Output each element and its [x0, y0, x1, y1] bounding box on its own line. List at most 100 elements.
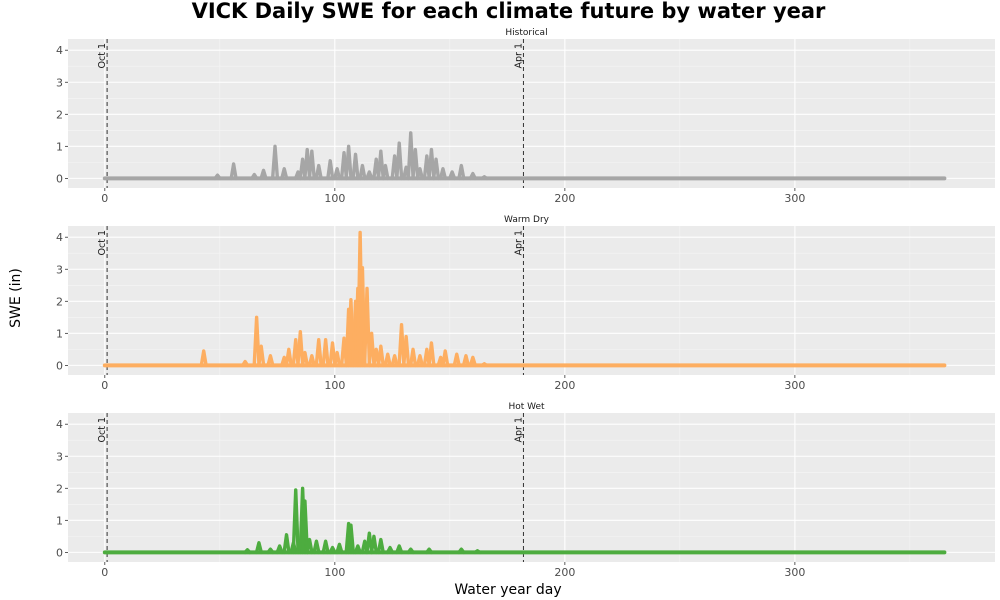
- series-peak: [259, 168, 268, 181]
- series-peak: [480, 175, 489, 181]
- series-peak: [252, 315, 261, 368]
- x-tick-label: 200: [554, 566, 575, 579]
- series-peak: [314, 163, 323, 181]
- series-peak: [213, 173, 222, 181]
- series-peak: [452, 352, 461, 368]
- series-peak: [243, 548, 252, 555]
- series-peak: [406, 131, 415, 181]
- panel-hot-wet: Hot Wet 0 1 2 3 4 0 100 200 300 Oct 1 Apr 1: [56, 402, 995, 579]
- panel-historical: Historical 0 1 2 3 4 0 100 200 300 Oct 1 Apr 1: [56, 28, 995, 205]
- series-peak: [266, 547, 275, 555]
- series-peak: [344, 144, 353, 181]
- series-peak: [406, 547, 415, 555]
- reference-line-label: Oct 1: [97, 43, 108, 69]
- series-peak: [468, 355, 477, 368]
- series-peak: [307, 354, 316, 368]
- series-peak: [291, 488, 300, 555]
- series-peak: [457, 163, 466, 181]
- panel-background: [68, 39, 995, 188]
- y-tick-label: 3: [56, 263, 63, 276]
- series-peak: [408, 347, 418, 368]
- series-peak: [358, 163, 367, 181]
- series-peak: [385, 545, 395, 555]
- series-peak: [362, 286, 372, 368]
- x-tick-label: 100: [324, 566, 345, 579]
- series-peak: [266, 354, 275, 368]
- x-tick-label: 100: [324, 379, 345, 392]
- reference-line-label: Apr 1: [513, 230, 524, 256]
- series-peak: [457, 547, 466, 555]
- series-peak: [473, 549, 482, 555]
- series-peak: [369, 534, 379, 555]
- series-peak: [321, 539, 330, 555]
- panel-strip-label: Warm Dry: [504, 215, 550, 225]
- y-tick-label: 2: [56, 108, 63, 121]
- series-peak: [365, 170, 374, 181]
- x-tick-label: 0: [101, 379, 108, 392]
- series-peak: [326, 159, 335, 181]
- y-tick-label: 2: [56, 295, 63, 308]
- series-peak: [415, 167, 425, 181]
- series-peak: [335, 542, 344, 555]
- x-tick-label: 200: [554, 379, 575, 392]
- y-tick-label: 0: [56, 172, 63, 185]
- series-peak: [241, 359, 250, 368]
- y-tick-label: 0: [56, 359, 63, 372]
- x-tick-label: 300: [784, 192, 805, 205]
- y-tick-label: 0: [56, 546, 63, 559]
- series-peak: [468, 171, 477, 181]
- series-peak: [199, 349, 208, 368]
- x-tick-label: 0: [101, 192, 108, 205]
- x-tick-label: 200: [554, 192, 575, 205]
- series-peak: [376, 149, 385, 181]
- series-peak: [390, 354, 399, 368]
- series-peak: [431, 157, 441, 181]
- series-peak: [438, 167, 448, 181]
- series-peak: [333, 350, 342, 368]
- series-peak: [353, 544, 362, 555]
- series-peak: [270, 144, 280, 181]
- series-peak: [395, 141, 404, 181]
- x-tick-label: 300: [784, 379, 805, 392]
- y-tick-label: 4: [56, 231, 63, 244]
- series-peak: [229, 162, 238, 181]
- y-tick-label: 1: [56, 514, 63, 527]
- series-peak: [275, 544, 284, 555]
- series-peak: [411, 147, 420, 181]
- reference-line-label: Oct 1: [97, 417, 108, 443]
- reference-line-label: Oct 1: [97, 230, 108, 256]
- series-peak: [441, 349, 450, 368]
- x-tick-label: 0: [101, 566, 108, 579]
- series-peak: [415, 354, 425, 368]
- y-tick-label: 3: [56, 76, 63, 89]
- panel-warm-dry: Warm Dry 0 1 2 3 4 0 100 200 300 Oct 1 Apr 1: [56, 215, 995, 392]
- panel-background: [68, 226, 995, 375]
- series-peak: [461, 354, 471, 368]
- y-tick-label: 1: [56, 140, 63, 153]
- series-peak: [333, 167, 342, 181]
- series-peak: [367, 331, 376, 368]
- series-peak: [296, 330, 305, 368]
- series-peak: [314, 338, 323, 368]
- series-peak: [280, 167, 289, 181]
- chart-title: VICK Daily SWE for each climate future b…: [191, 0, 826, 23]
- y-tick-label: 4: [56, 44, 63, 57]
- y-tick-label: 1: [56, 327, 63, 340]
- series-peak: [395, 544, 404, 555]
- series-peak: [425, 547, 434, 555]
- series-peak: [305, 537, 314, 555]
- series-peak: [376, 344, 385, 368]
- series-peak: [250, 172, 259, 181]
- series-peak: [328, 545, 337, 555]
- y-tick-label: 4: [56, 418, 63, 431]
- panel-strip-label: Historical: [505, 28, 547, 38]
- panel-background: [68, 413, 995, 562]
- x-tick-label: 300: [784, 566, 805, 579]
- series-peak: [321, 338, 330, 368]
- series-peak: [307, 149, 316, 181]
- y-tick-label: 3: [56, 450, 63, 463]
- series-peak: [402, 334, 411, 368]
- x-tick-label: 100: [324, 192, 345, 205]
